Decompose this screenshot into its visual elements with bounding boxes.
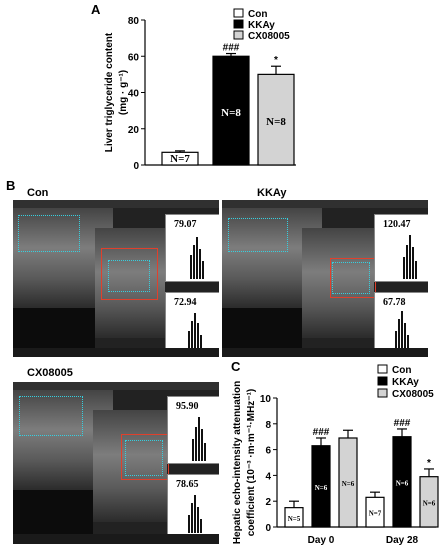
- bar: [161, 151, 199, 166]
- y-tick-label: 0: [265, 523, 271, 534]
- panel-b-letter: B: [6, 178, 16, 193]
- y-tick-label: 20: [128, 125, 140, 136]
- legend-swatch: [233, 30, 244, 40]
- sideband: [13, 382, 219, 390]
- bar: [311, 445, 331, 528]
- chart-a: 0 20 40 60 80 Liver triglyceride content (mg ·…: [104, 8, 296, 172]
- legend-swatch: [377, 364, 388, 374]
- legend-label: KKAy: [392, 377, 419, 388]
- con-image-label: Con: [27, 187, 49, 199]
- y-tick-label: 4: [265, 471, 271, 482]
- roi-box: [330, 258, 376, 298]
- bar-n-label: N=8: [266, 116, 286, 128]
- x-tick-label: Day 0: [308, 535, 335, 546]
- significance-marker: ###: [223, 43, 240, 54]
- chart-c: 0 2 4 6 8 10 Hepatic echo-intensity attenuatio…: [232, 364, 439, 546]
- significance-marker: *: [427, 458, 431, 469]
- legend-label: CX08005: [392, 389, 434, 400]
- y-tick-label: 8: [265, 420, 271, 431]
- legend-swatch: [377, 376, 388, 386]
- histogram-top: 120.47: [374, 214, 428, 282]
- kkay-image-label: KKAy: [257, 187, 287, 199]
- histogram-value: 78.65: [176, 479, 199, 490]
- y-tick-label: 80: [128, 16, 140, 27]
- bar: [419, 476, 439, 528]
- y-axis-label-line2: coefficient (10⁻³ ·m·m⁻¹·MHz⁻¹): [246, 389, 257, 537]
- bar-n-label: N=6: [342, 480, 355, 488]
- histogram-bottom: 72.94: [165, 292, 219, 352]
- bar: [365, 496, 385, 528]
- legend-swatch: [377, 388, 388, 398]
- legend-label: Con: [248, 9, 267, 20]
- trace-outline: [18, 215, 80, 252]
- y-axis-label-line1: Liver triglyceride content: [104, 32, 115, 152]
- bar-n-label: N=8: [221, 107, 241, 119]
- significance-marker: *: [274, 55, 278, 66]
- panel-a-letter: A: [91, 2, 101, 17]
- con-ultrasound-image: 79.07 72.94: [13, 200, 219, 357]
- panel-c-letter: C: [231, 359, 241, 374]
- bar-n-label: N=7: [170, 153, 190, 165]
- toolbar: [222, 348, 428, 357]
- legend-swatch: [233, 19, 244, 29]
- significance-marker: ###: [394, 418, 411, 429]
- scan-region: [302, 228, 374, 338]
- y-tick-label: 6: [265, 446, 271, 457]
- bar: [212, 55, 250, 166]
- trace-outline: [125, 440, 163, 476]
- bar-n-label: N=5: [288, 515, 301, 523]
- dark-region: [13, 308, 95, 348]
- x-tick-label: Day 28: [386, 535, 419, 546]
- histogram-top: 95.90: [167, 396, 219, 464]
- legend-label: Con: [392, 365, 411, 376]
- toolbar: [13, 534, 219, 544]
- histogram-value: 120.47: [383, 219, 411, 230]
- legend-swatch: [233, 8, 244, 18]
- scan-region: [93, 410, 167, 522]
- kkay-ultrasound-image: 120.47 67.78: [222, 200, 428, 357]
- bar-n-label: N=7: [369, 510, 382, 518]
- toolbar: [13, 348, 219, 357]
- histogram-value: 67.78: [383, 297, 406, 308]
- bar: [257, 73, 295, 166]
- y-tick-label: 0: [133, 161, 139, 172]
- bar: [338, 437, 358, 528]
- histogram-value: 95.90: [176, 401, 199, 412]
- histogram-value: 79.07: [174, 219, 197, 230]
- scan-region: [95, 228, 165, 338]
- sideband: [13, 200, 219, 208]
- bar: [284, 507, 304, 528]
- trace-outline: [108, 260, 150, 292]
- bar: [392, 436, 412, 528]
- legend-label: KKAy: [248, 20, 275, 31]
- y-axis-label-line1: Hepatic echo-intensity attenuation: [232, 381, 243, 544]
- cx-ultrasound-image: 95.90 78.65: [13, 382, 219, 544]
- y-tick-label: 2: [265, 497, 271, 508]
- trace-outline: [19, 396, 83, 436]
- significance-marker: ###: [313, 427, 330, 438]
- dark-region: [13, 490, 93, 534]
- trace-outline: [228, 218, 288, 252]
- sideband: [222, 200, 428, 208]
- bar-n-label: N=6: [423, 499, 436, 507]
- histogram-value: 72.94: [174, 297, 197, 308]
- histogram-top: 79.07: [165, 214, 219, 282]
- y-tick-label: 40: [128, 89, 140, 100]
- trace-outline: [332, 262, 370, 294]
- y-axis-label-line2: (mg · g⁻¹): [118, 70, 129, 115]
- legend-label: CX08005: [248, 31, 290, 42]
- bar-n-label: N=6: [315, 484, 328, 492]
- bar-n-label: N=6: [396, 479, 409, 487]
- histogram-bottom: 78.65: [167, 474, 219, 536]
- y-tick-label: 60: [128, 52, 140, 63]
- dark-region: [222, 308, 302, 348]
- cx-image-label: CX08005: [27, 367, 73, 379]
- histogram-bottom: 67.78: [374, 292, 428, 352]
- roi-box: [101, 248, 158, 300]
- y-tick-label: 10: [260, 394, 272, 405]
